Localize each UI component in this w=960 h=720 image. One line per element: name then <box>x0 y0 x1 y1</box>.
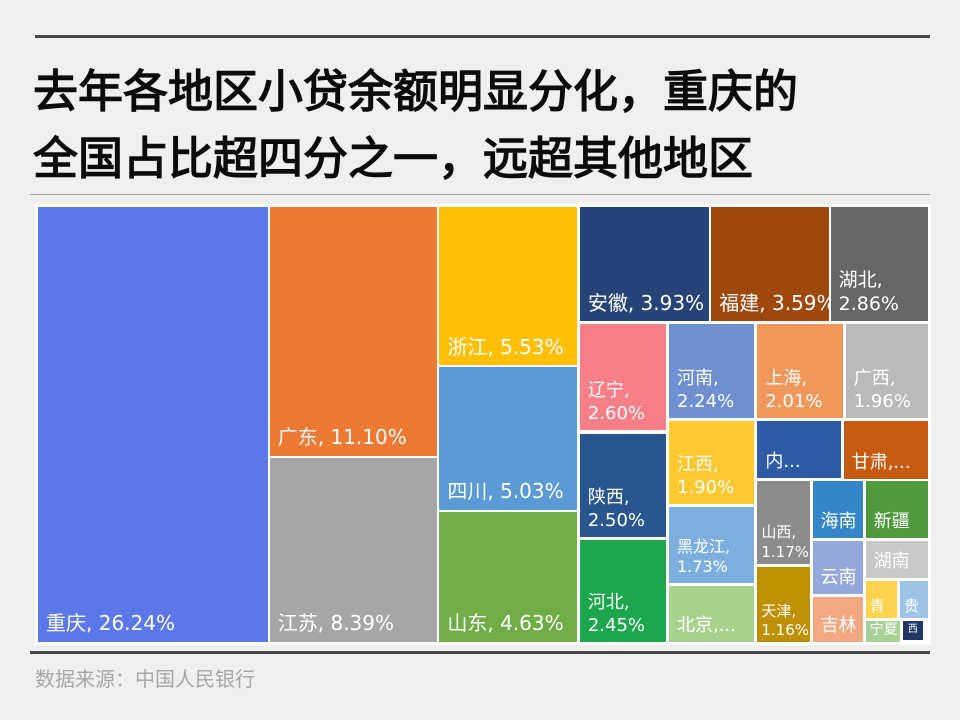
treemap-tile-label: 四川, 5.03% <box>447 479 564 504</box>
treemap-tile-label: 重庆, 26.24% <box>46 611 175 636</box>
treemap-tile-henan: 河南, 2.24% <box>669 324 755 419</box>
treemap-tile-hainan: 海南 <box>812 480 863 538</box>
treemap-tile-jilin: 吉林 <box>812 596 863 642</box>
treemap-tile-label: 天津, 1.16% <box>761 601 810 639</box>
treemap-tile-xinjiang: 新疆 <box>865 480 928 538</box>
treemap-tile-label: 湖南 <box>873 550 910 572</box>
treemap-tile-shanghai: 上海, 2.01% <box>757 324 843 419</box>
treemap-tile-hubei: 湖北, 2.86% <box>830 207 928 322</box>
treemap-tile-shanxi: 山西, 1.17% <box>757 480 810 564</box>
treemap-tile-label: 安徽, 3.93% <box>587 290 705 315</box>
treemap-tile-label: 海南 <box>820 510 857 532</box>
treemap-tile-label: 陕西, 2.50% <box>587 486 646 531</box>
treemap: 重庆, 26.24% 广东, 11.10% 江苏, 8.39% 浙江, 5.53% 四川… <box>38 207 928 642</box>
data-source-caption: 数据来源：中国人民银行 <box>35 667 255 691</box>
treemap-tile-label: 河南, 2.24% <box>677 368 735 413</box>
treemap-tile-yunnan: 云南 <box>812 540 863 594</box>
treemap-tile-label: 上海, 2.01% <box>765 368 823 413</box>
treemap-tile-guizhou: 贵 <box>899 580 928 618</box>
treemap-tile-jiangsu: 江苏, 8.39% <box>269 457 438 642</box>
treemap-tile-qinghai: 青 <box>865 580 897 618</box>
treemap-tile-label: 黑龙江, 1.73% <box>677 536 731 577</box>
treemap-tile-beijing: 北京,... <box>669 585 755 642</box>
treemap-tile-fujian: 福建, 3.59% <box>711 207 829 322</box>
treemap-tile-hunan: 湖南 <box>865 540 928 578</box>
treemap-tile-label: 北京,... <box>677 614 736 636</box>
treemap-tile-neimenggu: 内... <box>757 421 841 478</box>
treemap-tile-label: 广西, 1.96% <box>853 368 911 413</box>
treemap-tile-label: 广东, 11.10% <box>277 424 407 449</box>
title-separator-rule <box>30 194 930 195</box>
treemap-tile-label: 吉林 <box>820 614 857 636</box>
treemap-tile-gansu: 甘肃,... <box>843 421 928 479</box>
treemap-tile-label: 新疆 <box>873 510 910 532</box>
treemap-tile-hebei: 河北, 2.45% <box>579 539 667 642</box>
treemap-chart: 重庆, 26.24% 广东, 11.10% 江苏, 8.39% 浙江, 5.53% 四川… <box>35 204 931 645</box>
treemap-tile-liaoning: 辽宁, 2.60% <box>579 324 667 431</box>
treemap-tile-label: 河北, 2.45% <box>587 591 646 636</box>
treemap-tile-label: 福建, 3.59% <box>719 290 829 315</box>
treemap-tile-label: 内... <box>765 450 801 472</box>
treemap-tile-jiangxi: 江西, 1.90% <box>669 421 755 504</box>
treemap-tile-label: 湖北, 2.86% <box>838 268 899 315</box>
treemap-tile-label: 青 <box>869 596 885 615</box>
treemap-tile-label: 贵 <box>903 596 919 615</box>
treemap-tile-shandong: 山东, 4.63% <box>439 511 577 642</box>
treemap-tile-label: 江苏, 8.39% <box>277 611 394 636</box>
treemap-tile-label: 江西, 1.90% <box>677 453 735 498</box>
treemap-tile-label: 宁夏 <box>869 622 898 639</box>
page-title-line2: 全国占比超四分之一，远超其他地区 <box>33 132 754 185</box>
treemap-tile-anhui: 安徽, 3.93% <box>579 207 710 322</box>
treemap-tile-ningxia: 宁夏 <box>865 620 900 642</box>
treemap-tile-label: 山西, 1.17% <box>761 523 810 561</box>
treemap-tile-label: 辽宁, 2.60% <box>587 380 646 425</box>
treemap-tile-label: 西 <box>907 624 918 636</box>
treemap-tile-zhejiang: 浙江, 5.53% <box>439 207 577 366</box>
treemap-tile-shaanxi: 陕西, 2.50% <box>579 433 667 537</box>
top-rule <box>35 35 930 38</box>
treemap-tile-chongqing: 重庆, 26.24% <box>38 207 268 642</box>
treemap-tile-guangxi: 广西, 1.96% <box>845 324 928 419</box>
treemap-tile-label: 浙江, 5.53% <box>447 334 564 359</box>
treemap-tile-label: 山东, 4.63% <box>447 611 564 636</box>
treemap-tile-label: 甘肃,... <box>851 451 911 473</box>
page-title-line1: 去年各地区小贷余额明显分化，重庆的 <box>33 65 799 118</box>
treemap-tile-heilongjiang: 黑龙江, 1.73% <box>669 506 755 583</box>
treemap-tile-tianjin: 天津, 1.16% <box>757 566 810 642</box>
treemap-tile-guangdong: 广东, 11.10% <box>269 207 438 456</box>
bottom-rule <box>30 651 930 654</box>
treemap-tile-label: 云南 <box>820 566 857 588</box>
treemap-tile-sichuan: 四川, 5.03% <box>439 367 577 510</box>
treemap-tile-xizang: 西 <box>902 620 923 641</box>
